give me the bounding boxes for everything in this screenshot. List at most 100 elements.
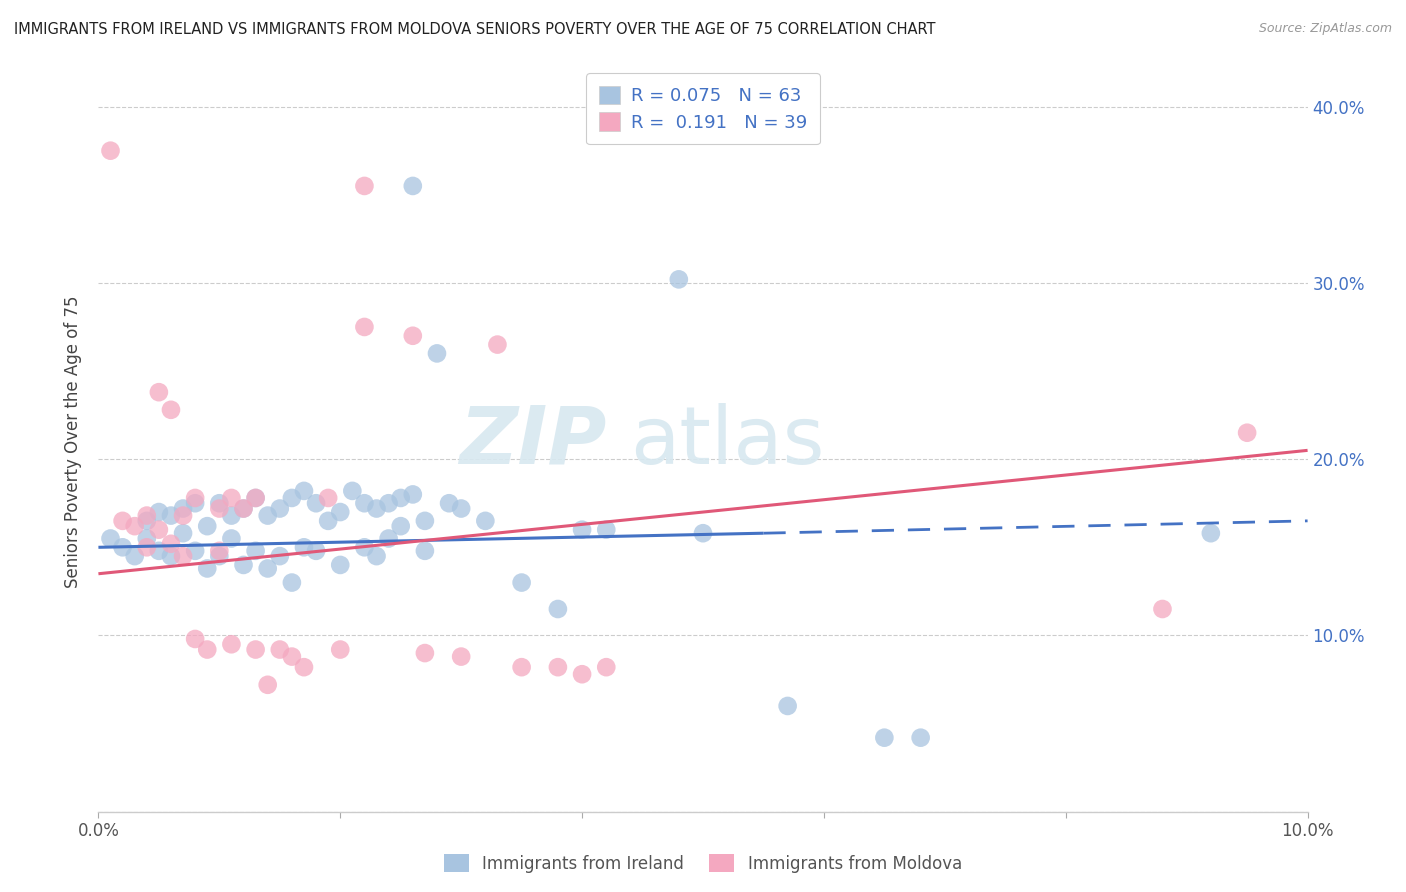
- Point: [316, 514, 339, 528]
- Point: [776, 698, 799, 713]
- Point: [221, 491, 243, 505]
- Point: [281, 491, 304, 505]
- Point: [135, 514, 157, 528]
- Point: [1199, 526, 1222, 541]
- Point: [221, 637, 243, 651]
- Point: [292, 483, 315, 498]
- Point: [148, 523, 170, 537]
- Point: [172, 526, 194, 541]
- Point: [353, 178, 375, 193]
- Point: [256, 508, 278, 523]
- Point: [450, 649, 472, 664]
- Point: [269, 501, 291, 516]
- Point: [389, 491, 412, 505]
- Point: [184, 544, 207, 558]
- Point: [245, 544, 267, 558]
- Point: [160, 537, 183, 551]
- Text: IMMIGRANTS FROM IRELAND VS IMMIGRANTS FROM MOLDOVA SENIORS POVERTY OVER THE AGE : IMMIGRANTS FROM IRELAND VS IMMIGRANTS FR…: [14, 22, 935, 37]
- Point: [208, 549, 231, 563]
- Point: [195, 519, 218, 533]
- Point: [281, 649, 304, 664]
- Point: [437, 496, 460, 510]
- Point: [413, 514, 436, 528]
- Point: [148, 544, 170, 558]
- Point: [342, 483, 364, 498]
- Point: [402, 487, 425, 501]
- Point: [245, 642, 267, 657]
- Point: [329, 642, 352, 657]
- Point: [316, 491, 339, 505]
- Point: [692, 526, 714, 541]
- Point: [426, 346, 449, 360]
- Point: [547, 660, 569, 674]
- Point: [160, 508, 183, 523]
- Point: [353, 496, 375, 510]
- Point: [329, 505, 352, 519]
- Point: [873, 731, 896, 745]
- Point: [256, 678, 278, 692]
- Point: [256, 561, 278, 575]
- Point: [510, 575, 533, 590]
- Point: [135, 508, 157, 523]
- Point: [160, 402, 183, 417]
- Point: [305, 496, 328, 510]
- Point: [172, 508, 194, 523]
- Point: [366, 549, 388, 563]
- Point: [232, 558, 254, 572]
- Point: [100, 532, 122, 546]
- Point: [111, 514, 134, 528]
- Point: [402, 178, 425, 193]
- Point: [1152, 602, 1174, 616]
- Point: [172, 501, 194, 516]
- Point: [184, 632, 207, 646]
- Point: [377, 532, 399, 546]
- Point: [184, 496, 207, 510]
- Point: [486, 337, 509, 351]
- Point: [353, 541, 375, 555]
- Point: [195, 642, 218, 657]
- Point: [510, 660, 533, 674]
- Y-axis label: Seniors Poverty Over the Age of 75: Seniors Poverty Over the Age of 75: [65, 295, 83, 588]
- Point: [269, 642, 291, 657]
- Point: [595, 660, 617, 674]
- Point: [668, 272, 690, 286]
- Legend: Immigrants from Ireland, Immigrants from Moldova: Immigrants from Ireland, Immigrants from…: [437, 847, 969, 880]
- Point: [305, 544, 328, 558]
- Point: [402, 328, 425, 343]
- Point: [474, 514, 496, 528]
- Text: Source: ZipAtlas.com: Source: ZipAtlas.com: [1258, 22, 1392, 36]
- Point: [208, 496, 231, 510]
- Point: [221, 532, 243, 546]
- Point: [292, 660, 315, 674]
- Point: [124, 519, 146, 533]
- Point: [377, 496, 399, 510]
- Point: [329, 558, 352, 572]
- Point: [245, 491, 267, 505]
- Point: [208, 544, 231, 558]
- Point: [111, 541, 134, 555]
- Point: [269, 549, 291, 563]
- Point: [232, 501, 254, 516]
- Point: [413, 646, 436, 660]
- Point: [148, 505, 170, 519]
- Point: [208, 501, 231, 516]
- Text: atlas: atlas: [630, 402, 825, 481]
- Point: [135, 532, 157, 546]
- Point: [910, 731, 932, 745]
- Point: [124, 549, 146, 563]
- Point: [353, 320, 375, 334]
- Point: [100, 144, 122, 158]
- Point: [571, 523, 593, 537]
- Point: [135, 541, 157, 555]
- Point: [195, 561, 218, 575]
- Point: [389, 519, 412, 533]
- Legend: R = 0.075   N = 63, R =  0.191   N = 39: R = 0.075 N = 63, R = 0.191 N = 39: [586, 73, 820, 145]
- Point: [1236, 425, 1258, 440]
- Point: [547, 602, 569, 616]
- Point: [450, 501, 472, 516]
- Point: [245, 491, 267, 505]
- Point: [281, 575, 304, 590]
- Point: [571, 667, 593, 681]
- Point: [413, 544, 436, 558]
- Point: [221, 508, 243, 523]
